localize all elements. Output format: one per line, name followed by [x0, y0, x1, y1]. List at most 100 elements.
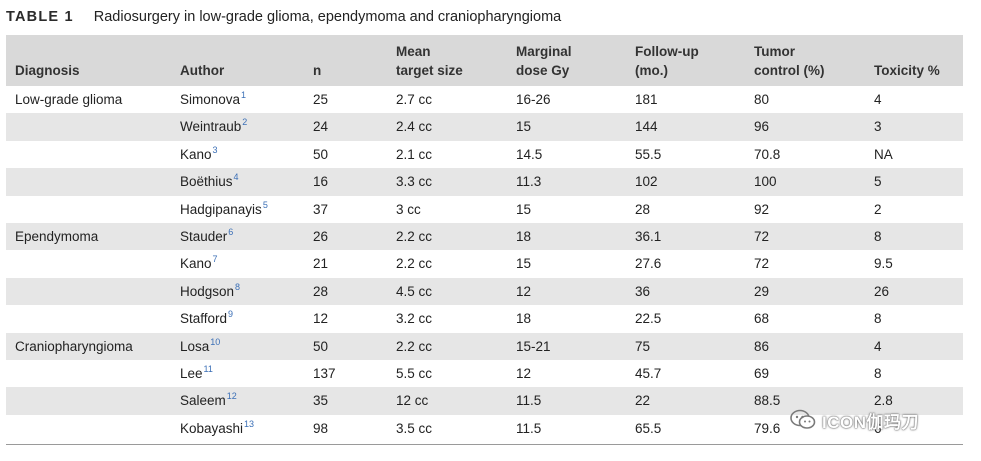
table-body: Low-grade glioma Simonova1 25 2.7 cc 16-26 18… — [6, 86, 963, 442]
cell-follow-up: 75 — [635, 338, 651, 354]
cell-toxicity: 2.8 — [874, 393, 893, 409]
reference-link[interactable]: 3 — [212, 144, 218, 155]
cell-n: 28 — [313, 283, 329, 299]
header-marginal-dose: Marginal dose Gy — [516, 44, 572, 78]
cell-author: Lee11 — [180, 363, 213, 381]
cell-toxicity: 9.5 — [874, 256, 893, 272]
reference-link[interactable]: 13 — [244, 418, 255, 429]
header-author: Author — [180, 63, 225, 78]
cell-n: 16 — [313, 174, 329, 190]
cell-mean-target-size: 2.2 cc — [396, 338, 433, 354]
cell-mean-target-size: 3.2 cc — [396, 311, 433, 327]
cell-toxicity: 4 — [874, 92, 882, 107]
table-row: Ependymoma Stauder6 26 2.2 cc 18 36.1 72 8 — [6, 222, 963, 251]
cell-marginal-dose: 15 — [516, 256, 532, 272]
cell-follow-up: 36 — [635, 283, 651, 299]
cell-n: 50 — [313, 338, 329, 354]
cell-author: Hadgipanayis5 — [180, 199, 268, 217]
table-row: Lee11 137 5.5 cc 12 45.7 69 8 — [6, 360, 963, 387]
reference-link[interactable]: 2 — [242, 117, 248, 128]
cell-toxicity: 26 — [874, 283, 890, 299]
cell-follow-up: 102 — [635, 174, 658, 190]
header-diagnosis: Diagnosis — [15, 63, 80, 78]
cell-follow-up: 36.1 — [635, 228, 662, 244]
cell-tumor-control: 80 — [754, 92, 770, 107]
cell-n: 25 — [313, 92, 329, 107]
table-row: Saleem12 35 12 cc 11.5 22 88.5 2.8 — [6, 387, 963, 415]
table-row: Craniopharyngioma Losa10 50 2.2 cc 15-21 75 86… — [6, 332, 963, 360]
cell-marginal-dose: 15 — [516, 201, 532, 217]
cell-diagnosis: Ependymoma — [15, 228, 99, 244]
cell-marginal-dose: 11.5 — [516, 393, 542, 409]
cell-n: 26 — [313, 228, 329, 244]
reference-link[interactable]: 8 — [235, 281, 241, 292]
cell-follow-up: 45.7 — [635, 365, 662, 381]
reference-link[interactable]: 4 — [233, 172, 239, 183]
table-row: Low-grade glioma Simonova1 25 2.7 cc 16-26 18… — [6, 86, 963, 113]
cell-marginal-dose: 11.5 — [516, 420, 542, 436]
cell-toxicity: 8 — [874, 228, 882, 244]
cell-author: Losa10 — [180, 336, 221, 354]
reference-link[interactable]: 1 — [241, 90, 247, 100]
cell-tumor-control: 100 — [754, 174, 777, 190]
cell-toxicity: 6 — [874, 420, 882, 436]
table-header: Diagnosis Author n Mean target size Margi… — [6, 35, 963, 86]
cell-mean-target-size: 5.5 cc — [396, 365, 433, 381]
cell-toxicity: 2 — [874, 201, 882, 217]
cell-toxicity: 8 — [874, 311, 882, 327]
table-row: Hadgipanayis5 37 3 cc 15 28 92 2 — [6, 196, 963, 223]
table-bottom-rule — [6, 444, 963, 446]
cell-follow-up: 27.6 — [635, 256, 662, 272]
cell-author: Weintraub2 — [180, 117, 248, 135]
reference-link[interactable]: 11 — [203, 363, 213, 374]
cell-mean-target-size: 12 cc — [396, 393, 429, 409]
cell-follow-up: 65.5 — [635, 420, 662, 436]
reference-link[interactable]: 6 — [228, 226, 234, 237]
cell-mean-target-size: 2.2 cc — [396, 256, 433, 272]
table-row: Boëthius4 16 3.3 cc 11.3 102 100 5 — [6, 168, 963, 196]
cell-follow-up: 22 — [635, 393, 651, 409]
wechat-icon — [790, 409, 816, 431]
reference-link[interactable]: 10 — [210, 336, 221, 347]
watermark: ICON伽玛刀 — [790, 405, 919, 435]
cell-mean-target-size: 4.5 cc — [396, 283, 433, 299]
header-follow-up: Follow-up (mo.) — [635, 44, 699, 78]
cell-n: 12 — [313, 311, 329, 327]
cell-marginal-dose: 12 — [516, 365, 532, 381]
cell-author: Saleem12 — [180, 391, 237, 409]
table-caption: TABLE 1 Radiosurgery in low-grade glioma… — [6, 6, 561, 28]
cell-follow-up: 28 — [635, 201, 651, 217]
reference-link[interactable]: 12 — [226, 391, 237, 402]
cell-mean-target-size: 2.7 cc — [396, 92, 433, 107]
cell-tumor-control: 79.6 — [754, 420, 781, 436]
cell-marginal-dose: 12 — [516, 283, 532, 299]
header-mean-target-size: Mean target size — [396, 44, 463, 78]
reference-link[interactable]: 7 — [212, 254, 218, 265]
header-n: n — [313, 63, 322, 78]
watermark-text: ICON伽玛刀 — [822, 412, 919, 432]
table-label: TABLE 1 — [6, 9, 74, 25]
cell-marginal-dose: 14.5 — [516, 146, 543, 162]
data-table: Diagnosis Author n Mean target size Margi… — [6, 35, 963, 446]
cell-mean-target-size: 2.4 cc — [396, 119, 433, 135]
cell-author: Boëthius4 — [180, 172, 239, 190]
cell-n: 37 — [313, 201, 329, 217]
table-row: Stafford9 12 3.2 cc 18 22.5 68 8 — [6, 305, 963, 332]
cell-tumor-control: 69 — [754, 365, 770, 381]
cell-mean-target-size: 3 cc — [396, 201, 421, 217]
cell-marginal-dose: 16-26 — [516, 92, 551, 107]
cell-author: Kobayashi13 — [180, 418, 255, 436]
table-row: Kano7 21 2.2 cc 15 27.6 72 9.5 — [6, 250, 963, 277]
cell-author: Stafford9 — [180, 309, 234, 327]
cell-diagnosis: Low-grade glioma — [15, 92, 123, 107]
cell-marginal-dose: 18 — [516, 228, 532, 244]
cell-marginal-dose: 15 — [516, 119, 532, 135]
table-row: Kobayashi13 98 3.5 cc 11.5 65.5 79.6 6 — [6, 415, 963, 442]
cell-tumor-control: 72 — [754, 228, 770, 244]
reference-link[interactable]: 5 — [262, 199, 268, 210]
cell-author: Kano7 — [180, 254, 218, 272]
cell-follow-up: 55.5 — [635, 146, 662, 162]
header-toxicity: Toxicity % — [874, 63, 940, 78]
cell-follow-up: 144 — [635, 119, 658, 135]
reference-link[interactable]: 9 — [228, 309, 234, 320]
